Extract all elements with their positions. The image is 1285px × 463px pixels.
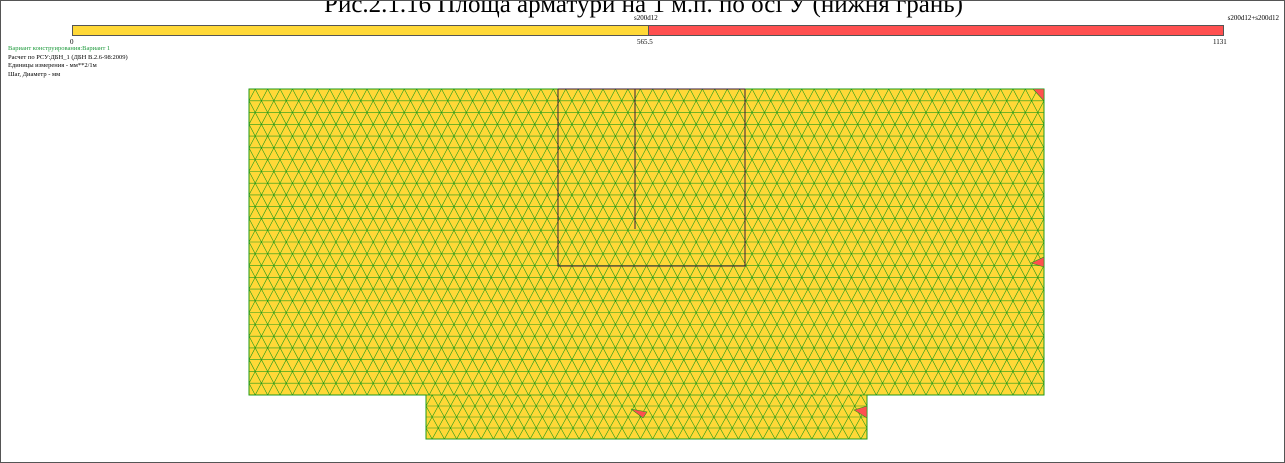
scale-tick-min: 0 bbox=[70, 38, 74, 46]
variant-text: Вариант конструирования:Вариант 1 bbox=[8, 45, 111, 52]
scale-tick-mid: 565.5 bbox=[637, 38, 653, 46]
red-element bbox=[630, 408, 648, 419]
units-text: Единицы измерения - мм**2/1м bbox=[8, 62, 97, 70]
scale-label-low: s200d12 bbox=[634, 14, 658, 22]
wall-outline bbox=[557, 89, 746, 267]
scale-label-high: s200d12+s200d12 bbox=[1227, 14, 1279, 22]
red-element bbox=[1030, 256, 1045, 268]
slab-outline bbox=[248, 88, 1045, 440]
step-text: Шаг, Диаметр - мм bbox=[8, 70, 61, 78]
figure-title: Рис.2.1.16 Площа арматури на 1 м.п. по о… bbox=[324, 0, 963, 18]
red-element bbox=[853, 405, 868, 419]
calc-text: Расчет по РСУ:ДБН_1 (ДБН В.2.6-98:2009) bbox=[8, 53, 128, 61]
red-element bbox=[1032, 88, 1045, 102]
scale-segment-high bbox=[648, 25, 1224, 36]
scale-tick-max: 1131 bbox=[1213, 38, 1227, 46]
info-block: Вариант конструирования:Вариант 1 Расчет… bbox=[8, 45, 128, 79]
